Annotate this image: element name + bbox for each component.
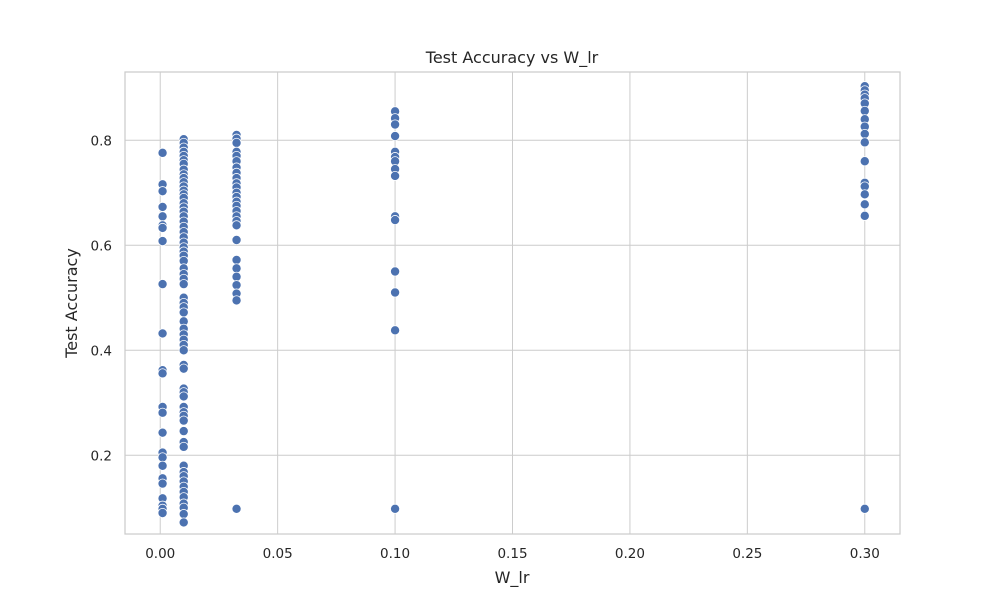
data-point [390, 119, 401, 130]
data-point [231, 503, 242, 514]
x-tick-label: 0.20 [615, 546, 645, 562]
x-axis-label: W_lr [495, 568, 530, 588]
y-tick-label: 0.4 [91, 343, 112, 359]
data-point [390, 131, 401, 142]
data-point [157, 201, 168, 212]
data-point [231, 280, 242, 291]
data-point [231, 263, 242, 274]
x-tick-label: 0.30 [850, 546, 880, 562]
x-tick-label: 0.10 [380, 546, 410, 562]
data-point [178, 279, 189, 290]
data-point [390, 215, 401, 226]
y-gridlines [125, 139, 900, 456]
data-point [859, 210, 870, 221]
y-tick-label: 0.2 [91, 448, 112, 464]
data-point [157, 368, 168, 379]
data-point [859, 503, 870, 514]
data-point [178, 441, 189, 452]
data-point [859, 189, 870, 200]
data-point [157, 147, 168, 158]
data-point [157, 478, 168, 489]
plot-frame [124, 71, 901, 535]
data-point [390, 503, 401, 514]
data-point [157, 211, 168, 222]
data-point [859, 156, 870, 167]
data-point [157, 236, 168, 247]
data-point [859, 199, 870, 210]
data-point [859, 128, 870, 139]
x-tick-label: 0.25 [732, 546, 762, 562]
x-tick-labels: 0.00 0.05 0.10 0.15 0.20 0.25 0.30 [145, 546, 880, 562]
data-point [390, 287, 401, 298]
data-point [859, 105, 870, 116]
data-point [157, 328, 168, 339]
data-point [178, 391, 189, 402]
data-point [178, 307, 189, 318]
data-point [157, 222, 168, 233]
x-tick-label: 0.00 [145, 546, 175, 562]
data-point [231, 234, 242, 245]
data-point [178, 426, 189, 437]
x-gridlines [159, 72, 866, 534]
y-axis-label: Test Accuracy [62, 248, 81, 359]
y-tick-label: 0.6 [91, 238, 112, 254]
data-point [390, 266, 401, 277]
data-point [157, 279, 168, 290]
x-tick-label: 0.15 [497, 546, 527, 562]
data-point [231, 295, 242, 306]
data-point [178, 345, 189, 356]
data-point [157, 460, 168, 471]
data-point [157, 507, 168, 518]
data-point [157, 452, 168, 463]
data-point [390, 170, 401, 181]
data-point [231, 220, 242, 231]
data-point [390, 325, 401, 336]
data-point [178, 363, 189, 374]
data-point [231, 271, 242, 282]
data-point [859, 137, 870, 148]
data-point [231, 254, 242, 265]
y-tick-label: 0.8 [91, 133, 112, 149]
data-point [178, 517, 189, 528]
data-point [178, 415, 189, 426]
data-point [231, 137, 242, 148]
data-point [157, 186, 168, 197]
x-tick-label: 0.05 [263, 546, 293, 562]
y-tick-labels: 0.2 0.4 0.6 0.8 [91, 133, 112, 464]
data-point [157, 427, 168, 438]
data-points [157, 81, 870, 528]
chart-title: Test Accuracy vs W_lr [425, 48, 599, 68]
data-point [157, 407, 168, 418]
data-point [178, 509, 189, 520]
